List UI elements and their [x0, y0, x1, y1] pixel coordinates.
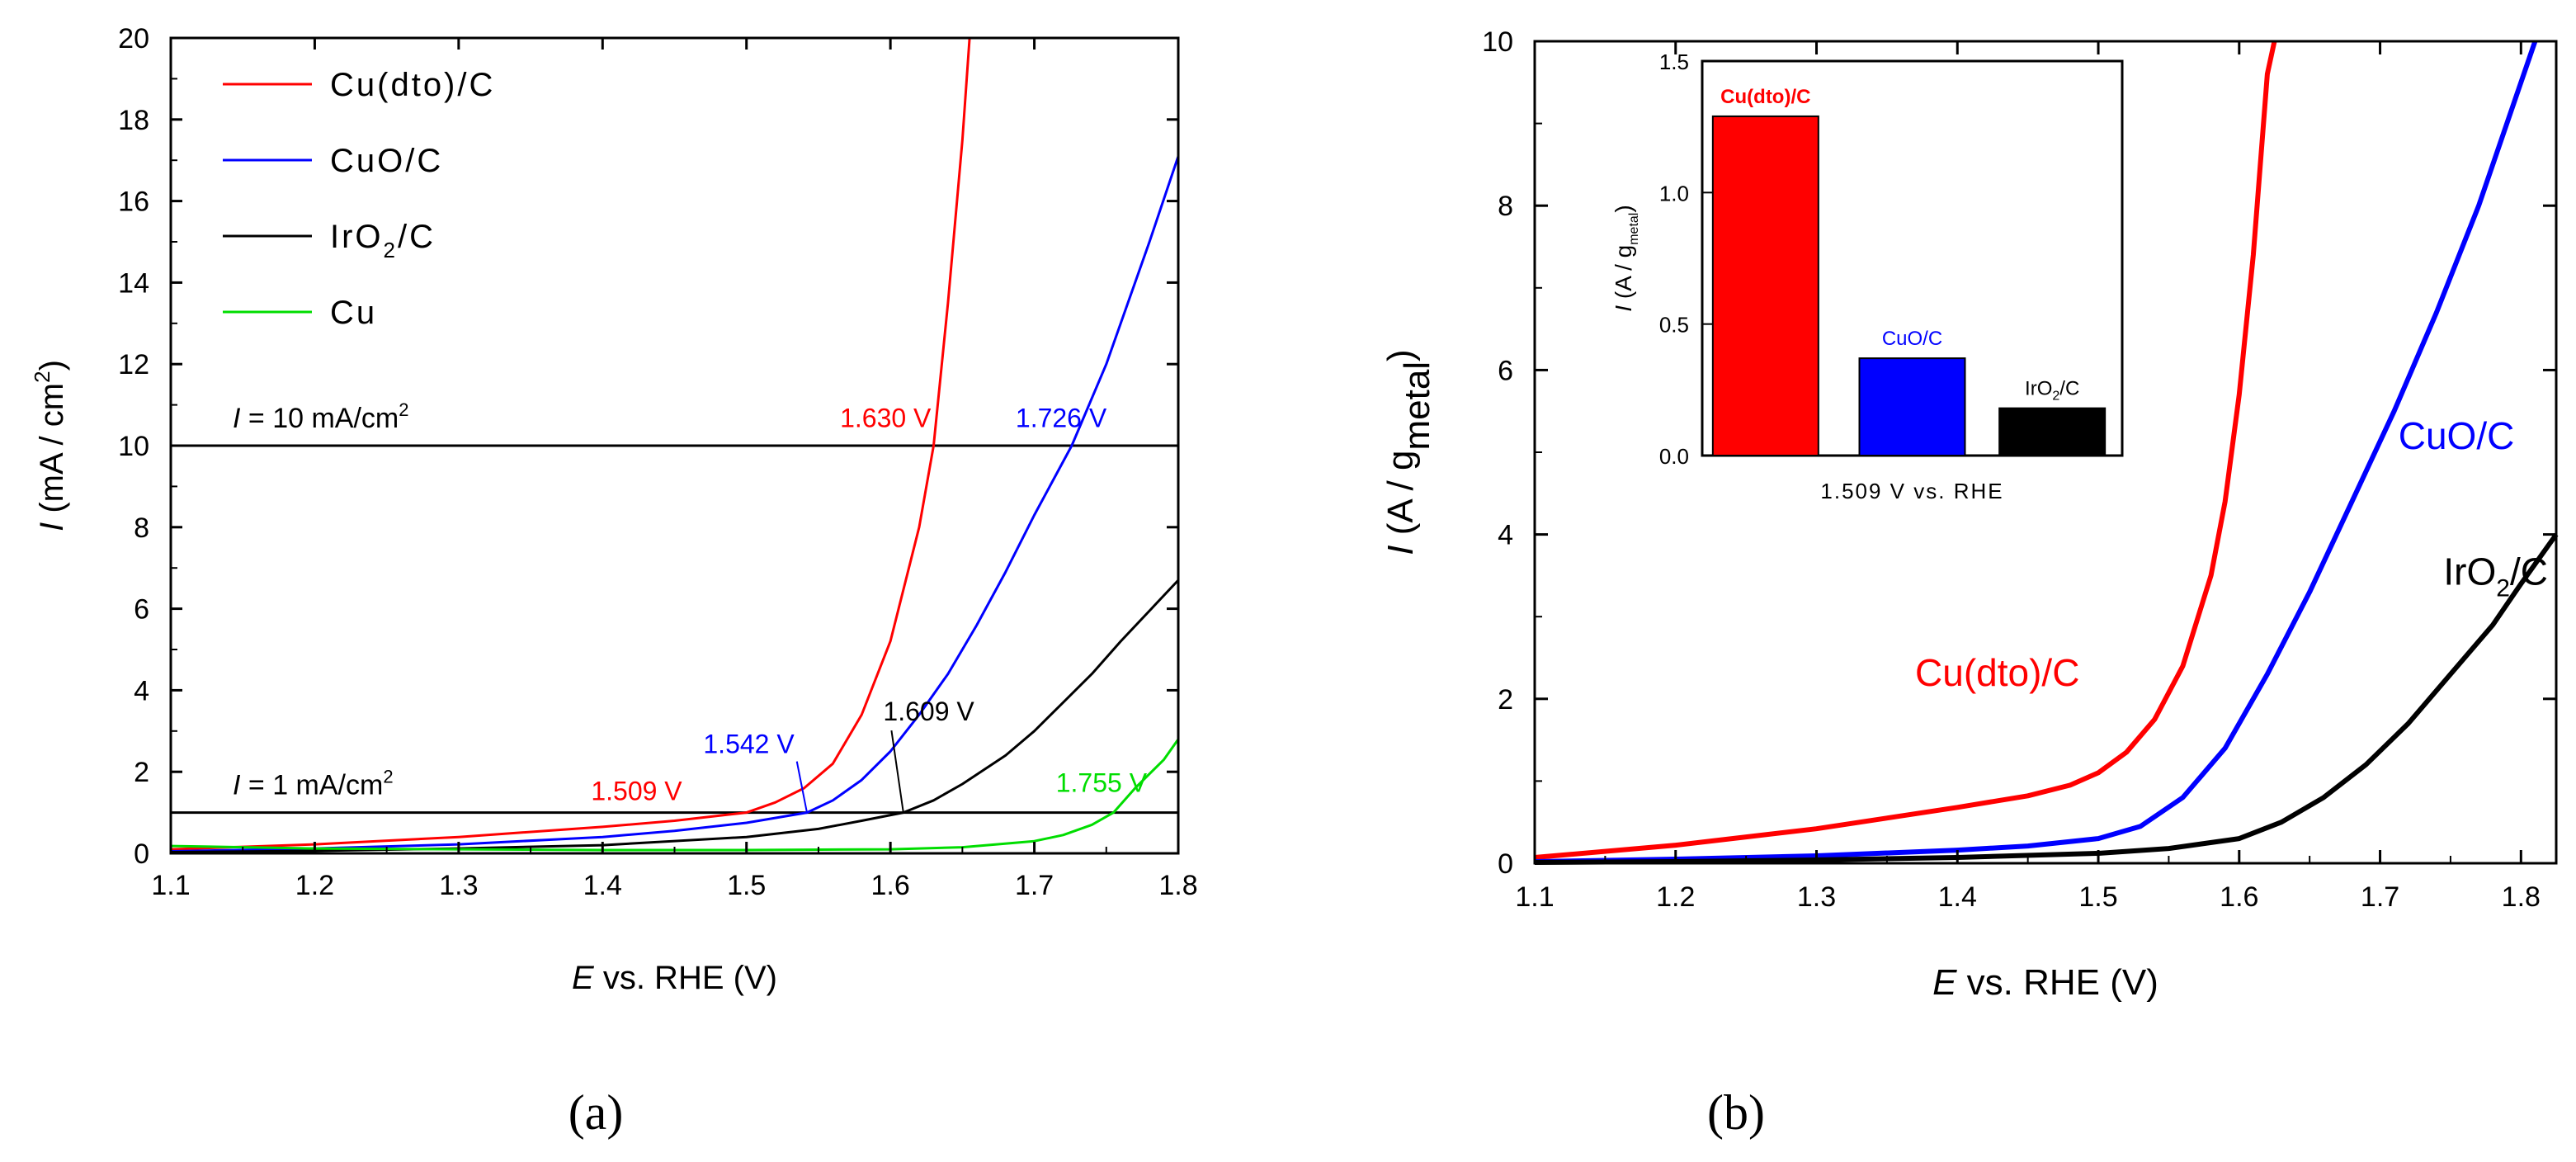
- y-tick-label: 6: [134, 594, 149, 626]
- series-line-cuo-c: [170, 155, 1180, 853]
- x-tick-label: 1.5: [2078, 881, 2117, 913]
- panel-a-hlines: I = 10 mA/cm2 I = 1 mA/cm2: [171, 399, 1178, 815]
- inset-x-label: 1.509 V vs. RHE: [1820, 479, 2003, 503]
- panel-a-series: [170, 37, 1180, 853]
- y-tick-label: 14: [118, 267, 149, 299]
- inset-bar-label: Cu(dto)/C: [1720, 86, 1810, 108]
- legend-entry-label: CuO/C: [330, 143, 443, 179]
- panel-a-ylabel-rest: (mA / cm: [34, 383, 70, 522]
- y-tick-label: 8: [1498, 191, 1513, 222]
- voltage-annotation: 1.630 V: [840, 403, 932, 432]
- inset-y-tick-label: 1.5: [1659, 50, 1689, 74]
- x-tick-label: 1.7: [1015, 870, 1054, 901]
- series-label: Cu(dto)/C: [1915, 651, 2079, 694]
- y-tick-label: 16: [118, 187, 149, 218]
- series-line-iro2-c: [170, 579, 1180, 853]
- hline-label-1: I = 1 mA/cm2: [233, 767, 394, 801]
- panel-a-x-axis-label: E vs. RHE (V): [572, 960, 777, 996]
- y-tick-label: 10: [118, 431, 149, 462]
- legend-entry-label: Cu: [330, 295, 377, 331]
- x-tick-label: 1.5: [727, 870, 766, 901]
- series-line-cu-dto-c: [170, 37, 971, 851]
- y-tick-label: 12: [118, 349, 149, 380]
- voltage-annotation: 1.726 V: [1016, 403, 1107, 432]
- y-tick-label: 0: [1498, 848, 1513, 880]
- panel-b-y-axis-label: I (A / gmetal): [1380, 349, 1437, 555]
- y-tick-label: 8: [134, 513, 149, 544]
- inset-bar-2: [1998, 407, 2107, 457]
- inset-y-tick-label: 1.0: [1659, 181, 1689, 205]
- x-tick-label: 1.1: [151, 870, 190, 901]
- x-tick-label: 1.3: [1797, 881, 1836, 913]
- panel-b-chart: 1.1 1.2 1.3 1.4 1.5 1.6 1.7 1.8 0 2 4 6 8 10 Cu(dto)/…: [1380, 26, 2559, 1003]
- panel-a-legend: Cu(dto)/C CuO/C IrO2/C Cu: [223, 67, 495, 331]
- y-tick-label: 2: [1498, 684, 1513, 716]
- y-tick-label: 4: [1498, 520, 1513, 551]
- x-tick-label: 1.4: [1938, 881, 1977, 913]
- x-tick-label: 1.6: [871, 870, 910, 901]
- panel-b-ylabel-close: ): [1380, 349, 1421, 361]
- series-label: IrO2/C: [2443, 550, 2548, 602]
- series-line-cu: [170, 738, 1180, 852]
- y-tick-label: 20: [118, 23, 149, 54]
- panel-a-xlabel-rest: vs. RHE (V): [594, 960, 777, 996]
- inset-bar-0: [1711, 115, 1819, 456]
- y-tick-label: 10: [1482, 26, 1513, 58]
- legend-entry-label: Cu(dto)/C: [330, 67, 495, 103]
- inset-bar-label: IrO2/C: [2025, 378, 2079, 404]
- legend-entry-label: IrO2/C: [330, 219, 436, 262]
- x-tick-label: 1.8: [2502, 881, 2541, 913]
- y-tick-label: 6: [1498, 355, 1513, 386]
- panel-a-y-axis-label: I (mA / cm2): [30, 360, 70, 531]
- x-tick-label: 1.2: [1656, 881, 1695, 913]
- panel-b-inset-bar-chart: Cu(dto)/C CuO/C IrO2/C 0.0 0.5 1.0 1.5 1.509 V …: [1611, 50, 2124, 503]
- inset-bar-1: [1858, 357, 1966, 456]
- x-tick-label: 1.8: [1158, 870, 1197, 901]
- panel-a-ticks: 1.1 1.2 1.3 1.4 1.5 1.6 1.7 1.8 0 2 4 6 8 10 12 14 16 18 2…: [118, 23, 1197, 901]
- annotation-pointer: [890, 730, 904, 813]
- series-label: CuO/C: [2399, 414, 2515, 457]
- panel-a-annotations: 1.630 V 1.726 V 1.542 V 1.609 V 1.509 V 1.755…: [591, 403, 1148, 813]
- y-tick-label: 0: [134, 838, 149, 870]
- panel-b-ylabel-rest: (A / g: [1380, 451, 1421, 546]
- panel-a-ylabel-sup: 2: [30, 371, 54, 382]
- panel-b-xlabel-var: E: [1932, 962, 1957, 1003]
- x-tick-label: 1.1: [1515, 881, 1554, 913]
- x-tick-label: 1.6: [2220, 881, 2258, 913]
- panel-b-ticks: 1.1 1.2 1.3 1.4 1.5 1.6 1.7 1.8 0 2 4 6 8 10: [1482, 26, 2556, 913]
- panel-a-xlabel-var: E: [572, 960, 595, 996]
- series-line-cuo-c: [1534, 40, 2538, 864]
- y-tick-label: 18: [118, 105, 149, 136]
- panel-b-ylabel-sub: metal: [1397, 361, 1437, 451]
- caption-a: (a): [569, 1085, 624, 1140]
- panel-b-xlabel-rest: vs. RHE (V): [1956, 962, 2158, 1003]
- x-tick-label: 1.7: [2361, 881, 2399, 913]
- x-tick-label: 1.3: [439, 870, 478, 901]
- inset-bar-label: CuO/C: [1882, 328, 1942, 350]
- panel-a-ylabel-close: ): [34, 360, 70, 371]
- y-tick-label: 4: [134, 675, 149, 706]
- panel-a-ylabel-var: I: [34, 522, 70, 531]
- inset-y-tick-label: 0.5: [1659, 313, 1689, 338]
- y-tick-label: 2: [134, 757, 149, 788]
- panel-b-ylabel-var: I: [1380, 545, 1421, 555]
- panel-b-series: [1534, 40, 2559, 865]
- x-tick-label: 1.2: [295, 870, 334, 901]
- annotation-pointer: [795, 761, 808, 813]
- voltage-annotation: 1.609 V: [883, 697, 974, 726]
- caption-b: (b): [1707, 1085, 1765, 1140]
- voltage-annotation: 1.755 V: [1056, 768, 1148, 798]
- hline-label-10: I = 10 mA/cm2: [233, 399, 409, 434]
- inset-y-label: I (A / gmetal): [1611, 205, 1641, 311]
- panel-b-x-axis-label: E vs. RHE (V): [1932, 962, 2158, 1003]
- voltage-annotation: 1.542 V: [703, 730, 795, 759]
- x-tick-label: 1.4: [583, 870, 622, 901]
- voltage-annotation: 1.509 V: [591, 776, 682, 805]
- series-line-iro2-c: [1534, 532, 2559, 865]
- panel-b-series-labels: Cu(dto)/C CuO/C IrO2/C: [1915, 414, 2548, 694]
- series-line-cu-dto-c: [1534, 40, 2277, 860]
- inset-y-tick-label: 0.0: [1659, 444, 1689, 469]
